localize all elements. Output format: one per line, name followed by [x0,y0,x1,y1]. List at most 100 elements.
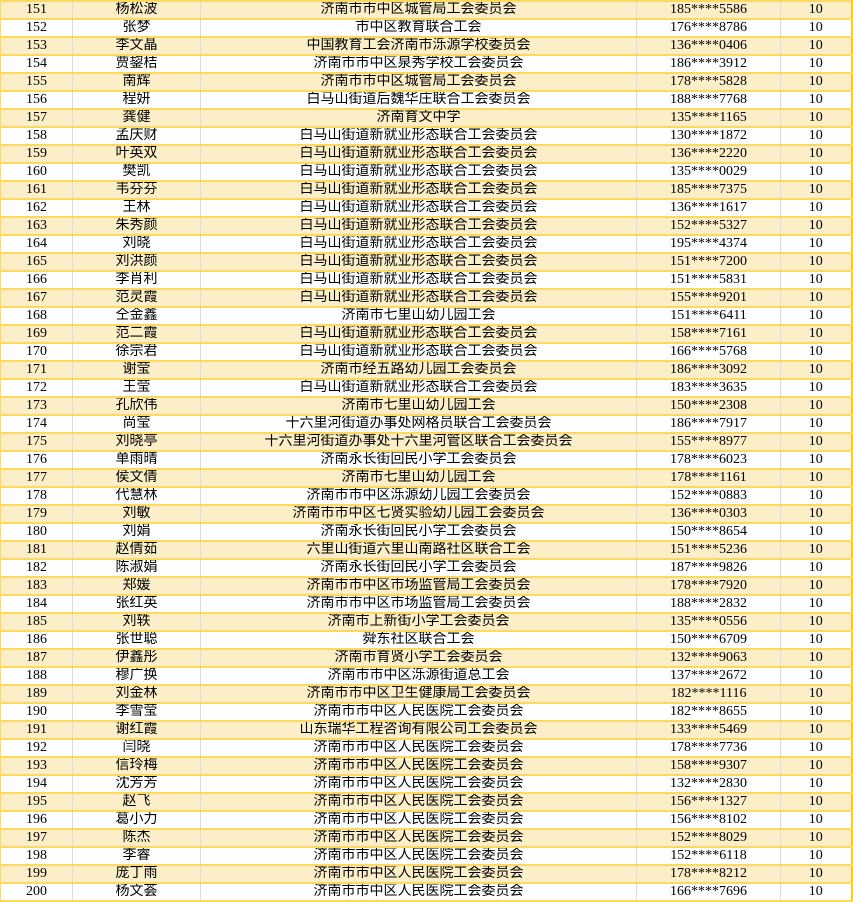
table-row[interactable]: 186 张世聪 舜东社区联合工会 150****6709 10 [0,631,853,650]
table-row[interactable]: 170 徐宗君 白马山街道新就业形态联合工会委员会 166****5768 10 [0,343,853,362]
table-row[interactable]: 174 尚莹 十六里河街道办事处网格员联合工会委员会 186****7917 10 [0,415,853,434]
table-row[interactable]: 175 刘晓亭 十六里河街道办事处十六里河管区联合工会委员会 155****8977 1… [0,433,853,452]
cell-name[interactable]: 葛小力 [72,811,201,830]
cell-organization[interactable]: 济南永长街回民小学工会委员会 [200,559,637,578]
cell-index[interactable]: 162 [0,199,73,218]
table-row[interactable]: 193 信玲梅 济南市市中区人民医院工会委员会 158****9307 10 [0,757,853,776]
cell-organization[interactable]: 白马山街道新就业形态联合工会委员会 [200,199,637,218]
cell-phone[interactable]: 135****1165 [636,109,781,128]
cell-phone[interactable]: 188****7768 [636,91,781,110]
cell-points[interactable]: 10 [780,505,853,524]
cell-points[interactable]: 10 [780,559,853,578]
cell-points[interactable]: 10 [780,325,853,344]
cell-index[interactable]: 183 [0,577,73,596]
cell-phone[interactable]: 150****6709 [636,631,781,650]
cell-phone[interactable]: 178****8212 [636,865,781,884]
cell-name[interactable]: 赵倩茹 [72,541,201,560]
cell-points[interactable]: 10 [780,487,853,506]
cell-name[interactable]: 张世聪 [72,631,201,650]
table-row[interactable]: 187 伊鑫彤 济南市育贤小学工会委员会 132****9063 10 [0,649,853,668]
cell-phone[interactable]: 156****1327 [636,793,781,812]
table-row[interactable]: 177 侯文倩 济南市七里山幼儿园工会 178****1161 10 [0,469,853,488]
cell-organization[interactable]: 济南市经五路幼儿园工会委员会 [200,361,637,380]
cell-index[interactable]: 177 [0,469,73,488]
cell-phone[interactable]: 166****5768 [636,343,781,362]
cell-points[interactable]: 10 [780,613,853,632]
cell-points[interactable]: 10 [780,793,853,812]
cell-organization[interactable]: 白马山街道新就业形态联合工会委员会 [200,289,637,308]
cell-points[interactable]: 10 [780,721,853,740]
cell-organization[interactable]: 济南永长街回民小学工会委员会 [200,523,637,542]
cell-points[interactable]: 10 [780,181,853,200]
table-row[interactable]: 181 赵倩茹 六里山街道六里山南路社区联合工会 151****5236 10 [0,541,853,560]
cell-organization[interactable]: 济南市育贤小学工会委员会 [200,649,637,668]
table-row[interactable]: 168 仝金鑫 济南市七里山幼儿园工会 151****6411 10 [0,307,853,326]
cell-points[interactable]: 10 [780,523,853,542]
cell-index[interactable]: 187 [0,649,73,668]
cell-name[interactable]: 韦芬芬 [72,181,201,200]
cell-organization[interactable]: 白马山街道新就业形态联合工会委员会 [200,253,637,272]
cell-index[interactable]: 181 [0,541,73,560]
cell-points[interactable]: 10 [780,451,853,470]
cell-index[interactable]: 182 [0,559,73,578]
cell-name[interactable]: 穆广换 [72,667,201,686]
cell-points[interactable]: 10 [780,253,853,272]
cell-index[interactable]: 185 [0,613,73,632]
table-row[interactable]: 180 刘娟 济南永长街回民小学工会委员会 150****8654 10 [0,523,853,542]
cell-name[interactable]: 杨文荟 [72,883,201,902]
cell-index[interactable]: 154 [0,55,73,74]
cell-index[interactable]: 153 [0,37,73,56]
cell-phone[interactable]: 178****7736 [636,739,781,758]
cell-name[interactable]: 李肖利 [72,271,201,290]
cell-index[interactable]: 163 [0,217,73,236]
cell-phone[interactable]: 187****9826 [636,559,781,578]
cell-phone[interactable]: 151****6411 [636,307,781,326]
cell-index[interactable]: 180 [0,523,73,542]
table-row[interactable]: 185 刘轶 济南市上新街小学工会委员会 135****0556 10 [0,613,853,632]
cell-name[interactable]: 信玲梅 [72,757,201,776]
table-row[interactable]: 156 程妍 白马山街道后魏华庄联合工会委员会 188****7768 10 [0,91,853,110]
cell-phone[interactable]: 136****0303 [636,505,781,524]
cell-name[interactable]: 龚健 [72,109,201,128]
cell-points[interactable]: 10 [780,145,853,164]
cell-name[interactable]: 孟庆财 [72,127,201,146]
cell-organization[interactable]: 济南市市中区人民医院工会委员会 [200,847,637,866]
table-row[interactable]: 179 刘敏 济南市市中区七贤实验幼儿园工会委员会 136****0303 10 [0,505,853,524]
cell-name[interactable]: 张梦 [72,19,201,38]
cell-name[interactable]: 单雨晴 [72,451,201,470]
cell-points[interactable]: 10 [780,55,853,74]
cell-organization[interactable]: 济南市市中区人民医院工会委员会 [200,811,637,830]
cell-name[interactable]: 刘敏 [72,505,201,524]
cell-name[interactable]: 李文晶 [72,37,201,56]
cell-index[interactable]: 199 [0,865,73,884]
cell-points[interactable]: 10 [780,73,853,92]
cell-name[interactable]: 谢红霞 [72,721,201,740]
cell-phone[interactable]: 178****5828 [636,73,781,92]
table-row[interactable]: 158 孟庆财 白马山街道新就业形态联合工会委员会 130****1872 10 [0,127,853,146]
table-row[interactable]: 153 李文晶 中国教育工会济南市泺源学校委员会 136****0406 10 [0,37,853,56]
cell-phone[interactable]: 178****7920 [636,577,781,596]
table-row[interactable]: 191 谢红霞 山东瑞华工程咨询有限公司工会委员会 133****5469 10 [0,721,853,740]
cell-organization[interactable]: 十六里河街道办事处十六里河管区联合工会委员会 [200,433,637,452]
cell-points[interactable]: 10 [780,163,853,182]
cell-points[interactable]: 10 [780,343,853,362]
table-row[interactable]: 157 龚健 济南育文中学 135****1165 10 [0,109,853,128]
table-row[interactable]: 196 葛小力 济南市市中区人民医院工会委员会 156****8102 10 [0,811,853,830]
cell-organization[interactable]: 舜东社区联合工会 [200,631,637,650]
cell-name[interactable]: 刘晓 [72,235,201,254]
cell-index[interactable]: 196 [0,811,73,830]
table-row[interactable]: 155 南辉 济南市市中区城管局工会委员会 178****5828 10 [0,73,853,92]
cell-phone[interactable]: 152****6118 [636,847,781,866]
cell-points[interactable]: 10 [780,865,853,884]
cell-organization[interactable]: 济南市七里山幼儿园工会 [200,469,637,488]
cell-phone[interactable]: 156****8102 [636,811,781,830]
table-row[interactable]: 195 赵飞 济南市市中区人民医院工会委员会 156****1327 10 [0,793,853,812]
table-row[interactable]: 184 张红英 济南市市中区市场监管局工会委员会 188****2832 10 [0,595,853,614]
cell-organization[interactable]: 济南市市中区人民医院工会委员会 [200,829,637,848]
cell-index[interactable]: 190 [0,703,73,722]
cell-index[interactable]: 195 [0,793,73,812]
cell-index[interactable]: 157 [0,109,73,128]
cell-organization[interactable]: 六里山街道六里山南路社区联合工会 [200,541,637,560]
cell-points[interactable]: 10 [780,577,853,596]
cell-organization[interactable]: 济南市七里山幼儿园工会 [200,397,637,416]
